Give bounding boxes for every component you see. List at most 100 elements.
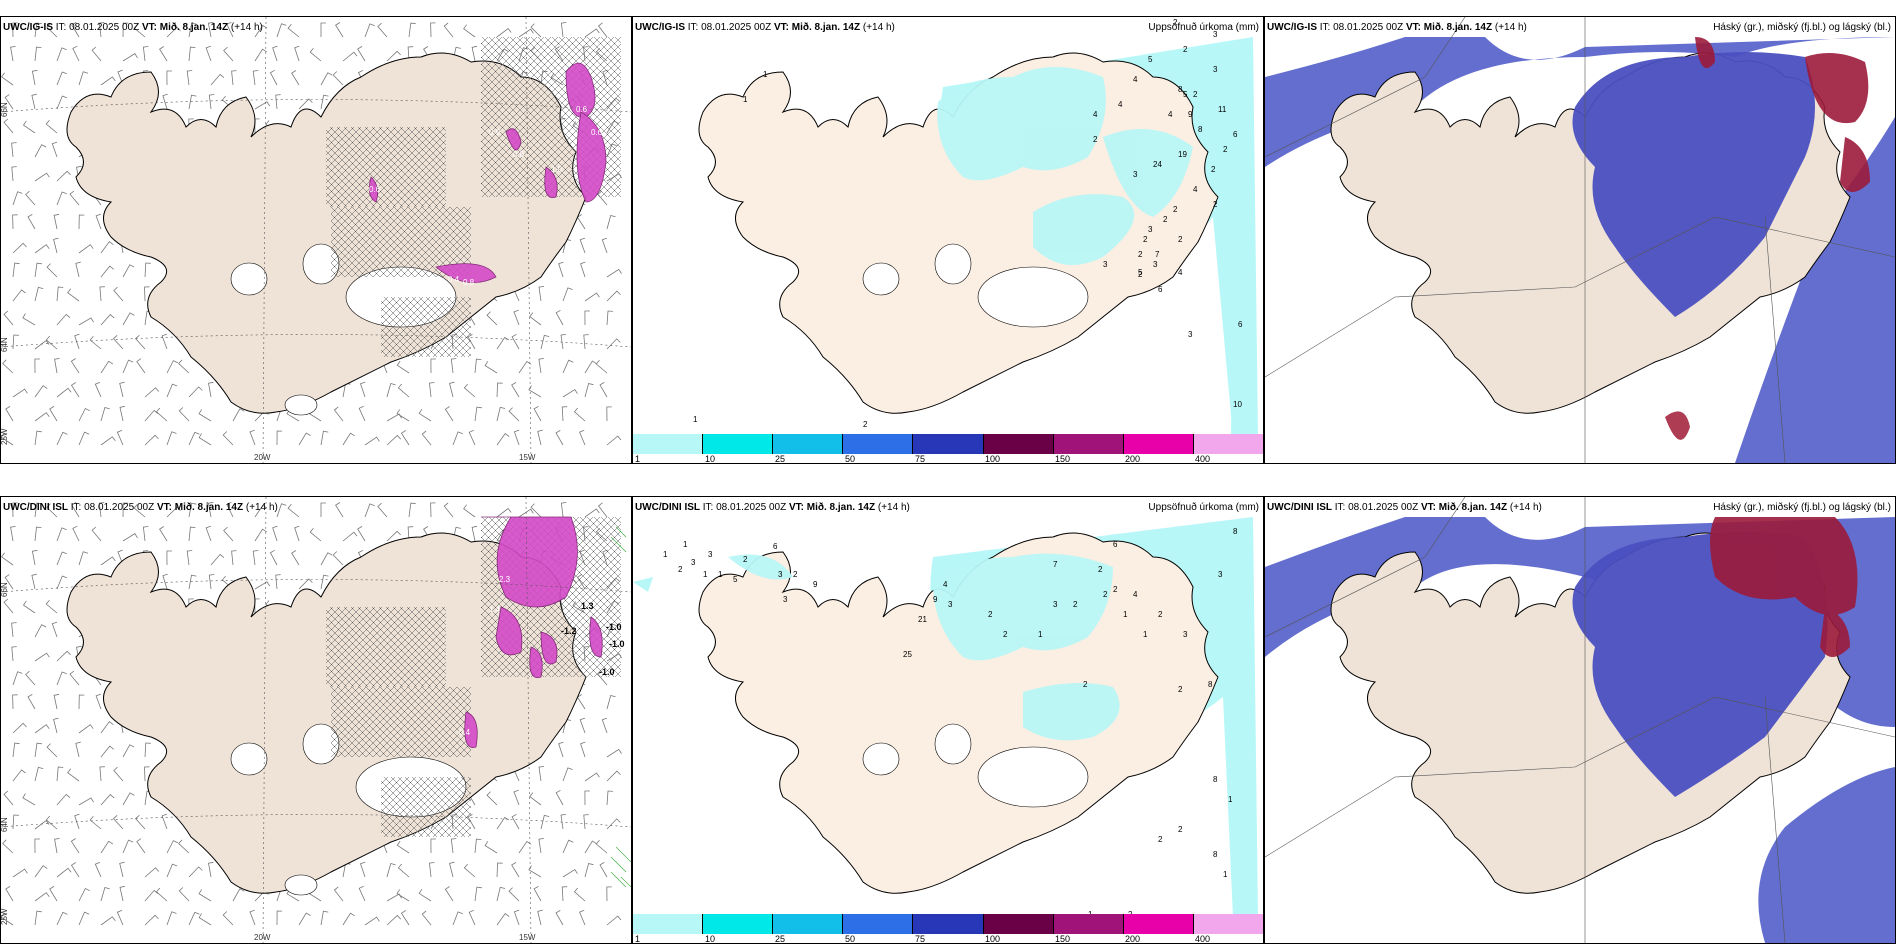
wind-barb	[430, 838, 436, 854]
wind-map: 0.9 0.6 0.6 0.6 0.5 0.4 0.8 0.8 1.0 66N …	[1, 17, 631, 463]
colorbar-segment	[842, 434, 913, 454]
wind-barb	[573, 407, 586, 422]
wind-barb	[119, 885, 125, 902]
colorbar-segment	[702, 914, 773, 934]
wind-barb	[207, 501, 214, 518]
wind-barb	[364, 503, 375, 518]
wind-barb	[408, 502, 416, 518]
wind-barb	[508, 887, 520, 902]
lon-label: 15W	[519, 933, 536, 942]
wind-barb	[254, 24, 268, 38]
wind-barb	[357, 46, 366, 62]
wind-barb	[207, 21, 214, 38]
precip-value: 6	[1113, 540, 1118, 549]
wind-barb	[56, 47, 67, 62]
wind-barb	[12, 742, 20, 758]
wind-barb	[56, 191, 67, 206]
wind-barb	[309, 527, 322, 542]
wind-barb	[100, 314, 115, 326]
wind-barb	[396, 360, 410, 374]
precip-value: 8	[1233, 527, 1238, 536]
wind-barb	[400, 910, 410, 926]
wind-barb	[12, 694, 18, 710]
wind-barb	[364, 436, 380, 446]
wind-barb	[113, 286, 124, 302]
wind-barb	[407, 526, 414, 542]
panel-wind-bottom: UWC/DINI ISL IT: 08.01.2025 00Z VT: Mið.…	[0, 496, 632, 944]
colorbar-tick: 10	[705, 454, 716, 464]
wind-barb	[249, 909, 256, 926]
wind-barb	[5, 406, 14, 422]
value-label: -1.2	[561, 626, 577, 636]
wind-barb	[100, 265, 114, 278]
wind-barb	[496, 913, 510, 926]
colorbar-segment	[633, 434, 703, 454]
wind-barb	[99, 766, 105, 782]
wind-barb	[49, 886, 58, 902]
wind-barb	[198, 913, 212, 926]
wind-barb	[116, 429, 124, 446]
precip-value: 8	[1213, 775, 1218, 784]
wind-barb	[584, 310, 590, 326]
wind-barb	[276, 910, 283, 926]
lon-label: 15W	[519, 453, 536, 462]
wind-barb	[198, 433, 212, 446]
panel-precip-bottom: UWC/DINI ISL IT: 08.01.2025 00Z VT: Mið.…	[632, 496, 1264, 944]
precip-value: 2	[678, 565, 683, 574]
precip-value: 4	[1133, 75, 1138, 84]
value-label: 0.8	[463, 278, 475, 287]
wind-barb	[584, 772, 600, 782]
wind-barb	[421, 430, 432, 446]
wind-barb	[112, 815, 124, 830]
wind-barb	[601, 717, 608, 734]
lon-label: 20W	[254, 933, 271, 942]
wind-barb	[386, 530, 401, 542]
wind-barb	[606, 215, 616, 230]
precip-value: 21	[918, 615, 927, 624]
wind-barb	[606, 748, 622, 758]
wind-barb	[2, 359, 14, 374]
precip-value: 2	[1143, 235, 1148, 244]
wind-barb	[56, 793, 71, 806]
precip-value: 2	[1158, 835, 1163, 844]
precip-value: 24	[1153, 160, 1162, 169]
wind-barb	[188, 526, 196, 542]
precip-value: 1	[1228, 795, 1233, 804]
wind-barb	[599, 382, 608, 398]
wind-barb	[573, 887, 586, 902]
wind-barb	[294, 45, 300, 62]
wind-barb	[496, 406, 506, 422]
wind-barb	[155, 887, 168, 902]
wind-barb	[496, 507, 512, 518]
wind-barb	[558, 261, 564, 278]
wind-barb	[606, 695, 616, 710]
colorbar-tick: 200	[1125, 454, 1141, 464]
wind-barb	[12, 868, 28, 878]
wind-barb	[188, 22, 197, 38]
wind-barb	[210, 553, 225, 566]
wind-barb	[34, 892, 50, 902]
precip-value: 1	[1223, 870, 1228, 879]
wind-barb	[78, 71, 89, 86]
wind-barb	[444, 886, 454, 902]
lifted-index-labels-inner: 2.3 0.4 1.4	[459, 575, 511, 737]
wind-barb	[34, 262, 42, 278]
wind-barb	[144, 867, 160, 878]
wind-barb	[89, 335, 102, 350]
wind-barb	[34, 502, 42, 518]
wind-barb	[579, 909, 586, 926]
wind-barb	[606, 310, 613, 326]
wind-barb	[254, 581, 270, 590]
wind-barb	[178, 839, 190, 854]
wind-barb	[53, 237, 59, 254]
wind-barb	[555, 789, 564, 806]
wind-barb	[272, 45, 278, 62]
panel-header: UWC/DINI ISL IT: 08.01.2025 00Z VT: Mið.…	[635, 502, 910, 513]
wind-barb	[397, 383, 410, 398]
wind-barb	[91, 46, 102, 62]
wind-barb	[320, 552, 333, 566]
wind-barb	[463, 24, 476, 38]
wind-barb	[335, 502, 344, 518]
wind-barb	[275, 94, 281, 110]
wind-barb	[31, 573, 37, 590]
